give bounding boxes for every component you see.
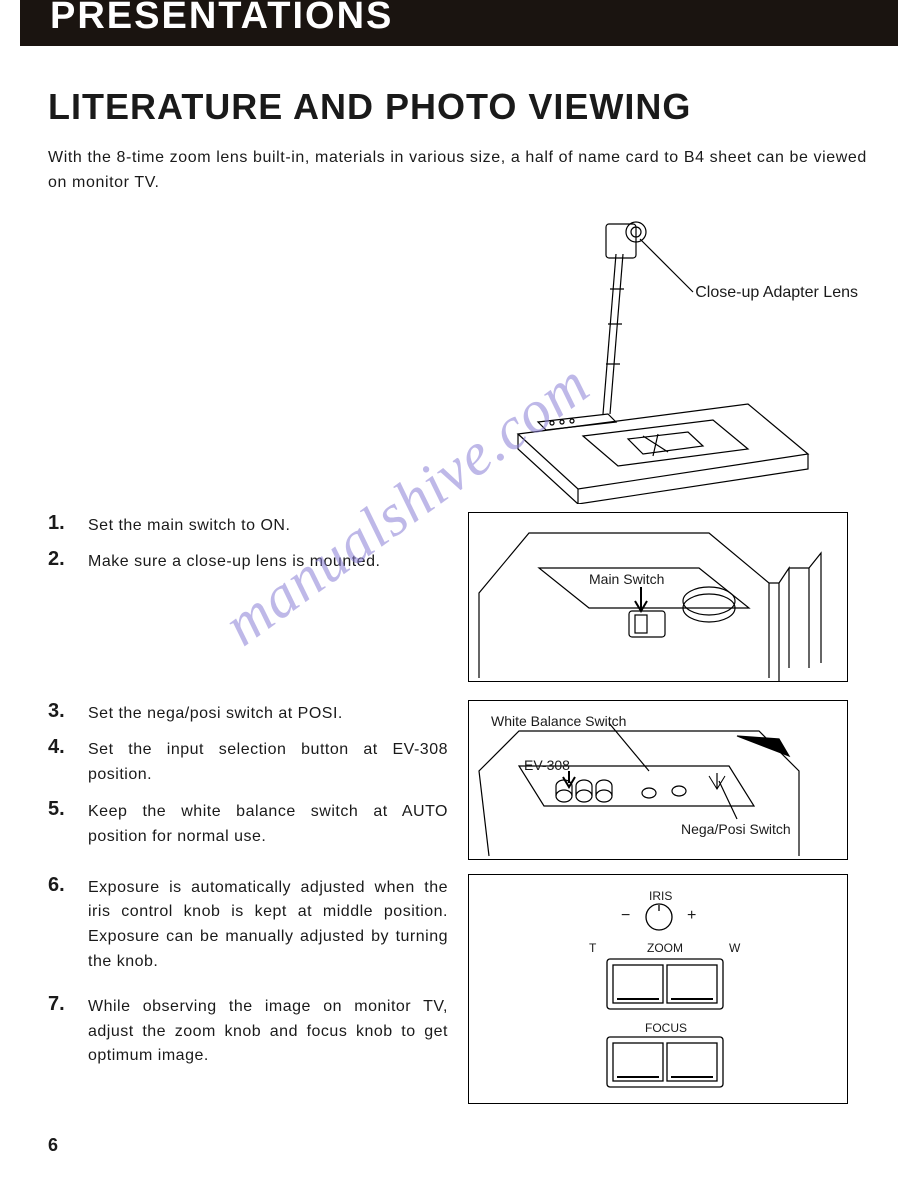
row-3: 6. Exposure is automatically adjusted wh…: [48, 874, 870, 1104]
section-header-text: PRESENTATIONS: [50, 0, 393, 37]
iris-zoom-focus-panel: IRIS − + T ZOOM W FOCUS: [468, 874, 848, 1104]
w-label: W: [729, 941, 740, 955]
t-label: T: [589, 941, 596, 955]
main-switch-panel: Main Switch: [468, 512, 848, 682]
negaposi-label: Nega/Posi Switch: [681, 821, 791, 837]
iris-label: IRIS: [649, 889, 672, 903]
ev308-label: EV-308: [524, 757, 570, 773]
step-4: 4. Set the input selection button at EV-…: [48, 736, 448, 788]
zoom-label: ZOOM: [647, 941, 683, 955]
step-text: Set the main switch to ON.: [88, 512, 290, 539]
main-switch-illustration: [469, 513, 845, 681]
step-5: 5. Keep the white balance switch at AUTO…: [48, 798, 448, 850]
steps-area: 1. Set the main switch to ON. 2. Make su…: [48, 512, 870, 1104]
control-switches-panel: White Balance Switch EV-308 Nega/Posi Sw…: [468, 700, 848, 860]
step-number: 6.: [48, 874, 88, 897]
intro-paragraph: With the 8-time zoom lens built-in, mate…: [48, 146, 870, 196]
plus-label: +: [687, 907, 696, 925]
step-text: Keep the white balance switch at AUTO po…: [88, 798, 448, 850]
minus-label: −: [621, 907, 630, 925]
iris-zoom-focus-illustration: [469, 875, 845, 1103]
step-number: 5.: [48, 798, 88, 821]
step-text: Make sure a close-up lens is mounted.: [88, 548, 380, 575]
step-number: 2.: [48, 548, 88, 571]
step-7: 7. While observing the image on monitor …: [48, 993, 448, 1069]
step-2: 2. Make sure a close-up lens is mounted.: [48, 548, 448, 575]
page-title: LITERATURE AND PHOTO VIEWING: [48, 86, 870, 128]
panel-3-wrap: IRIS − + T ZOOM W FOCUS: [468, 874, 848, 1104]
row-1: 1. Set the main switch to ON. 2. Make su…: [48, 512, 870, 682]
step-text: Exposure is automatically adjusted when …: [88, 874, 448, 975]
focus-label: FOCUS: [645, 1021, 687, 1035]
closeup-lens-label: Close-up Adapter Lens: [695, 284, 858, 302]
step-3: 3. Set the nega/posi switch at POSI.: [48, 700, 448, 727]
main-switch-label: Main Switch: [589, 571, 664, 587]
step-text: Set the input selection button at EV-308…: [88, 736, 448, 788]
step-number: 4.: [48, 736, 88, 759]
white-balance-label: White Balance Switch: [491, 713, 626, 729]
step-text: While observing the image on monitor TV,…: [88, 993, 448, 1069]
steps-left-3: 6. Exposure is automatically adjusted wh…: [48, 874, 448, 1080]
steps-left-2: 3. Set the nega/posi switch at POSI. 4. …: [48, 700, 448, 860]
step-number: 3.: [48, 700, 88, 723]
page-content: LITERATURE AND PHOTO VIEWING With the 8-…: [0, 46, 918, 1104]
step-6: 6. Exposure is automatically adjusted wh…: [48, 874, 448, 975]
section-header-band: PRESENTATIONS: [20, 0, 898, 46]
panel-2-wrap: White Balance Switch EV-308 Nega/Posi Sw…: [468, 700, 848, 860]
document-camera-illustration: [488, 204, 848, 504]
step-text: Set the nega/posi switch at POSI.: [88, 700, 343, 727]
row-2: 3. Set the nega/posi switch at POSI. 4. …: [48, 700, 870, 860]
step-1: 1. Set the main switch to ON.: [48, 512, 448, 539]
step-number: 7.: [48, 993, 88, 1016]
page-number: 6: [48, 1135, 58, 1156]
steps-left-1: 1. Set the main switch to ON. 2. Make su…: [48, 512, 448, 586]
step-number: 1.: [48, 512, 88, 535]
panel-1-wrap: Main Switch: [468, 512, 848, 682]
hero-illustration: Close-up Adapter Lens: [488, 204, 848, 504]
